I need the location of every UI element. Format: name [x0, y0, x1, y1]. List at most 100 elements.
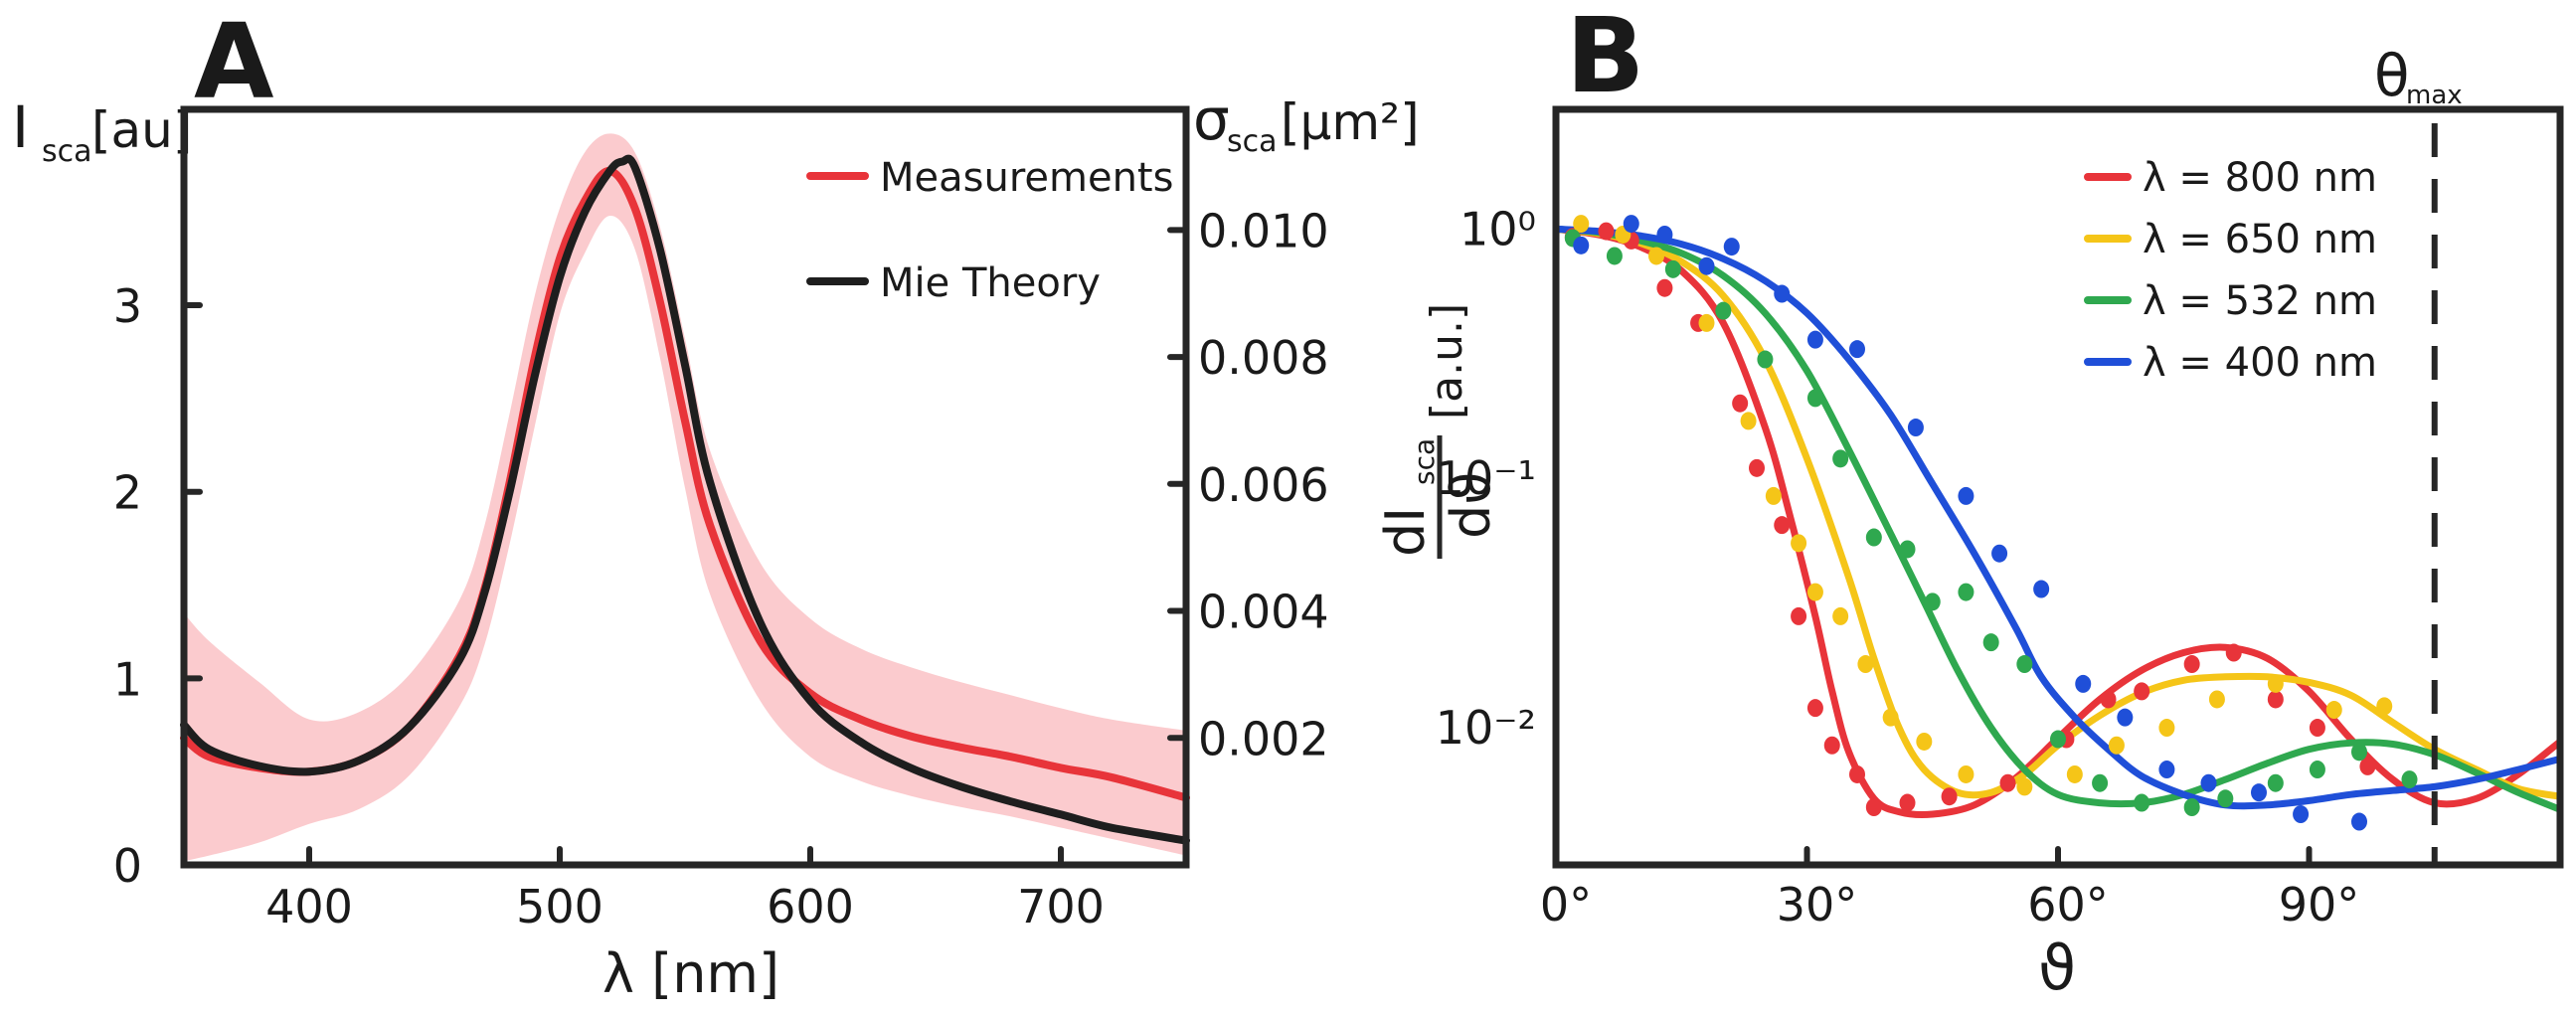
panel-a-y2label-unit: [μm²] [1281, 93, 1420, 151]
data-point-800-nm [2183, 655, 2200, 674]
y-tick-label-1: 1 [113, 652, 142, 706]
panel-b-series-points [1564, 215, 2418, 831]
data-point-800-nm [2267, 690, 2284, 709]
data-point-400-nm [1623, 215, 1639, 234]
data-point-800-nm [2309, 719, 2325, 738]
data-point-532-nm [1664, 259, 1681, 278]
measurements-uncertainty-band [184, 133, 1186, 862]
y-tick-label-0: 10⁰ [1460, 202, 1536, 255]
y-tick-label-3: 3 [113, 279, 142, 333]
y-tick-label-2: 10⁻² [1436, 701, 1536, 755]
panel-b-ylabel-sub: sca [1408, 438, 1441, 485]
data-point-400-nm [1849, 340, 1865, 359]
data-point-800-nm [1823, 736, 1840, 755]
data-point-400-nm [1907, 419, 1924, 437]
panel-b: B dI sca dϑ [a.u.] 0° 30° 60° 90° 10⁰ 10⁻¹ 10⁻… [1374, 0, 2564, 1004]
data-point-532-nm [1606, 247, 1623, 265]
data-point-800-nm [2100, 690, 2117, 709]
data-point-800-nm [2359, 757, 2376, 775]
data-point-650-nm [1765, 486, 1782, 505]
x-tick-label-90: 90° [2279, 878, 2360, 932]
data-point-650-nm [1806, 583, 1823, 601]
panel-b-legend: λ = 800 nm λ = 650 nm λ = 532 nm λ = 400… [2084, 155, 2377, 386]
data-point-400-nm [1573, 236, 1590, 254]
data-point-650-nm [1857, 655, 1874, 674]
y-tick-label-1: 10⁻¹ [1436, 451, 1536, 505]
data-point-400-nm [2117, 708, 2134, 727]
series-curve-400-nm [1552, 225, 2564, 810]
data-point-532-nm [2217, 789, 2234, 808]
data-point-532-nm [1757, 350, 1774, 369]
data-point-650-nm [1740, 412, 1757, 430]
y2-tick-label-0: 0.002 [1198, 712, 1329, 765]
data-point-800-nm [1732, 394, 1749, 413]
x-tick-label-700: 700 [1017, 880, 1105, 933]
y2-tick-label-1: 0.004 [1198, 586, 1329, 639]
data-point-650-nm [2376, 697, 2393, 716]
theta-max-label-main: θ [2374, 42, 2410, 109]
panel-b-plot-frame [1552, 105, 2564, 869]
series-line-mie-theory [180, 154, 1190, 845]
data-point-650-nm [1882, 708, 1899, 727]
data-point-400-nm [1656, 225, 1673, 244]
panel-b-x-axis-title: ϑ [2038, 932, 2076, 1004]
data-point-400-nm [2158, 761, 2175, 779]
x-tick-label-600: 600 [767, 880, 854, 933]
data-point-800-nm [1774, 516, 1791, 535]
panel-a-y-axis-title: I sca [au] [12, 93, 192, 169]
panel-a-uncertainty-band [184, 133, 1186, 862]
y2-tick-label-4: 0.010 [1198, 204, 1329, 257]
data-point-532-nm [2351, 743, 2367, 762]
data-point-532-nm [1832, 449, 1849, 468]
panel-a-ylabel-main: I [12, 93, 29, 161]
data-point-400-nm [1806, 330, 1823, 349]
x-tick-label-400: 400 [265, 880, 353, 933]
panel-a-y2label-sub: sca [1227, 124, 1278, 159]
theta-max-label: θ max [2374, 42, 2463, 110]
data-point-400-nm [2033, 580, 2050, 598]
data-point-650-nm [2016, 777, 2033, 796]
panel-b-ticks: 0° 30° 60° 90° 10⁰ 10⁻¹ 10⁻² [1436, 202, 2360, 932]
x-tick-label-60: 60° [2027, 878, 2109, 932]
data-point-400-nm [1723, 238, 1740, 256]
legend-label-532nm: λ = 532 nm [2143, 278, 2377, 324]
panel-a-y2-axis-title: σ sca [μm²] [1193, 85, 1420, 159]
theta-max-label-sub: max [2406, 81, 2463, 110]
data-point-532-nm [1924, 593, 1941, 611]
data-point-800-nm [1749, 458, 1765, 477]
data-point-800-nm [2225, 643, 2242, 662]
data-point-532-nm [2183, 797, 2200, 816]
data-point-800-nm [1656, 278, 1673, 297]
legend-label-800nm: λ = 800 nm [2143, 155, 2377, 201]
data-point-532-nm [1806, 389, 1823, 408]
data-point-650-nm [1916, 732, 1933, 751]
data-point-532-nm [2267, 773, 2284, 792]
panel-a-y2label-main: σ [1193, 85, 1230, 153]
panel-b-letter: B [1566, 0, 1644, 116]
panel-a-legend: Measurements Mie Theory [806, 155, 1173, 306]
x-tick-label-0: 0° [1540, 878, 1592, 932]
data-point-650-nm [1573, 215, 1590, 234]
data-point-800-nm [1806, 699, 1823, 718]
panel-b-ylabel-unit: [a.u.] [1422, 303, 1472, 420]
data-point-650-nm [2066, 764, 2083, 783]
data-point-650-nm [2325, 701, 2342, 720]
panel-a-ticks: 400 500 600 700 0 1 2 3 0.002 0.004 0.006 0.008 0.01… [113, 204, 1329, 933]
data-point-650-nm [1698, 313, 1715, 332]
data-point-532-nm [2016, 655, 2033, 674]
data-point-532-nm [1982, 633, 1999, 652]
data-point-650-nm [1958, 764, 1975, 783]
panel-a-ylabel-unit: [au] [91, 101, 192, 159]
panel-a-letter: A [194, 1, 274, 122]
data-point-800-nm [1791, 606, 1807, 625]
data-point-532-nm [2309, 761, 2325, 779]
data-point-650-nm [2267, 674, 2284, 693]
data-point-800-nm [1598, 222, 1615, 241]
y2-tick-label-2: 0.006 [1198, 458, 1329, 512]
panel-a-x-axis-title: λ [nm] [602, 942, 779, 1005]
data-point-400-nm [2251, 783, 2267, 802]
data-point-532-nm [2134, 793, 2150, 812]
data-point-400-nm [2200, 773, 2217, 792]
data-point-400-nm [2075, 674, 2092, 693]
data-point-400-nm [2293, 805, 2310, 824]
